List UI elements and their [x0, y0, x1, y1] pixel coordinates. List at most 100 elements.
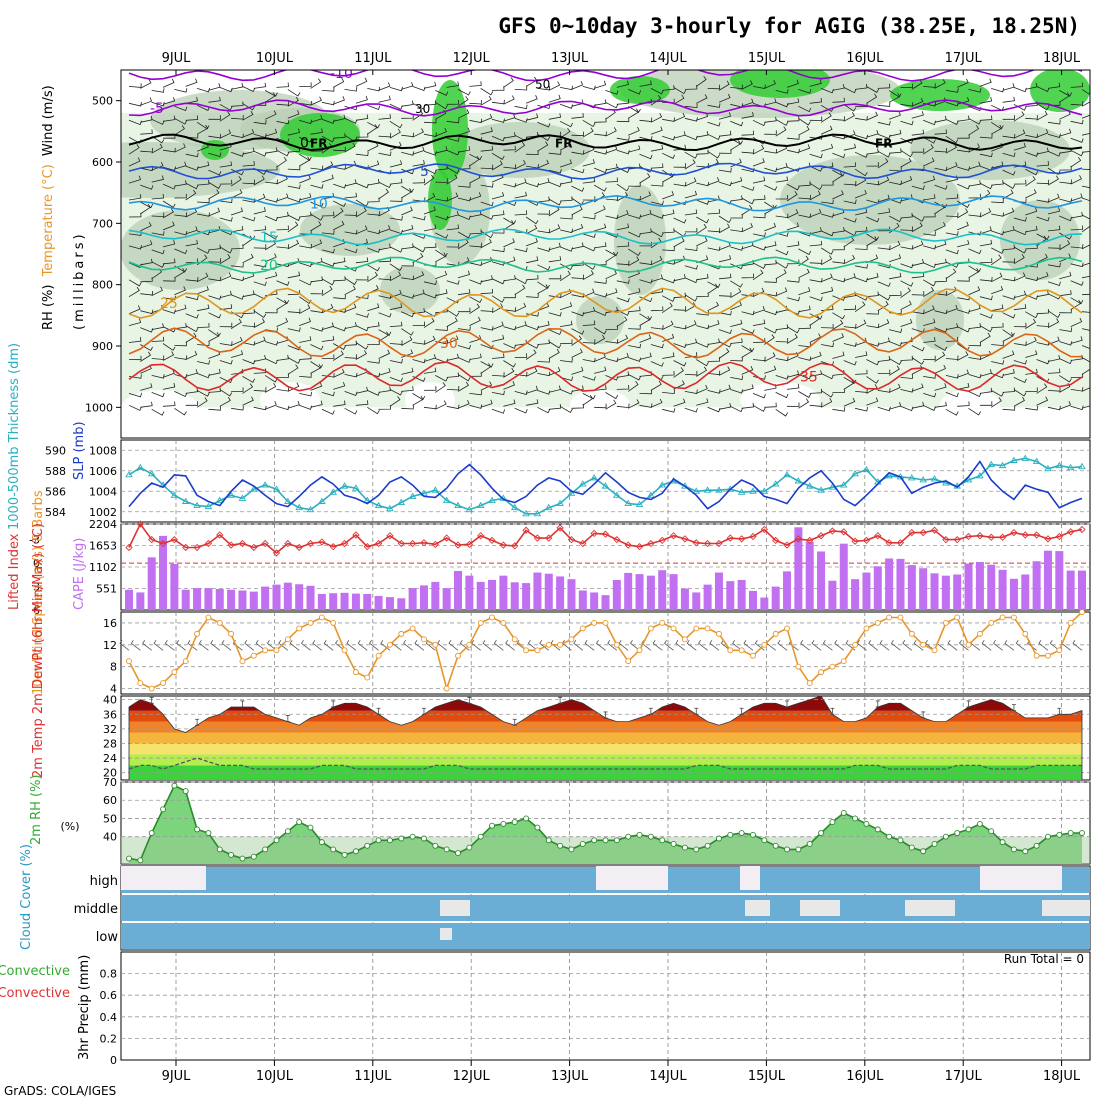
temp-minmax-marker: [149, 696, 154, 704]
rh2m-point: [421, 835, 427, 842]
wind-barb: [174, 323, 187, 329]
wind-barb: [605, 306, 618, 314]
wind-barb: [968, 267, 980, 279]
wind-barb: [128, 392, 142, 398]
wind-barb: [696, 292, 709, 298]
cape-bar: [1055, 551, 1064, 610]
wind-barb: [934, 258, 947, 266]
wind-barb: [231, 101, 244, 107]
wind-barb: [276, 119, 290, 125]
wind-barb: [855, 245, 868, 250]
temp-minmax-marker: [966, 700, 971, 708]
top-day-label: 10JUL: [256, 51, 294, 66]
wind-barb: [798, 305, 811, 313]
wind-barb: [389, 389, 403, 396]
surface-wind-barb: [289, 640, 300, 651]
wind-barb: [378, 405, 392, 410]
wind-barb: [707, 84, 720, 90]
wind-barb: [389, 271, 402, 282]
wind-barb: [1059, 327, 1073, 332]
wind-barb: [276, 193, 289, 202]
wind-barb: [310, 363, 322, 374]
isotherm-line: [128, 194, 1083, 213]
wind-barb: [718, 223, 730, 234]
wind-barb: [843, 377, 857, 384]
rh2m-point: [557, 842, 564, 849]
rh-dry-area: [405, 382, 455, 418]
wind-speed-point: [455, 652, 461, 659]
wind-barb: [684, 246, 698, 251]
wind-barb: [389, 246, 403, 253]
thickness-point: [749, 487, 757, 494]
wind-barb: [696, 398, 709, 406]
wind-barb: [355, 350, 367, 360]
wind-barb: [128, 337, 142, 343]
wind-barb: [991, 179, 1004, 186]
wind-barb: [197, 179, 210, 186]
wind-speed-point: [148, 685, 155, 692]
rh2m-point: [750, 831, 756, 838]
lifted-index-point: [703, 539, 712, 548]
wind-barb: [741, 185, 755, 191]
wind-barb: [378, 225, 391, 234]
wind-barb: [457, 344, 471, 350]
wind-barb: [628, 214, 642, 220]
wind-barb: [786, 209, 799, 219]
wind-barb: [140, 240, 153, 249]
wind-barb: [957, 115, 970, 122]
wind-barb: [1081, 151, 1090, 153]
bottom-day-label: 12JUL: [453, 1069, 491, 1084]
wind-barb: [491, 247, 505, 253]
surface-wind-barb: [618, 640, 629, 651]
wind-barb: [718, 112, 731, 120]
wind-barb: [1070, 101, 1084, 106]
wind-barb: [378, 114, 391, 120]
wind-barb: [979, 239, 993, 247]
wind-barb: [923, 136, 936, 144]
wind-barb: [446, 335, 459, 344]
wind-barb: [310, 78, 322, 89]
wind-barb: [264, 198, 278, 203]
wind-barb: [786, 135, 800, 140]
wind-barb: [991, 272, 1003, 283]
thickness-point: [647, 491, 655, 498]
rh-gray-area: [121, 142, 280, 198]
wind-barb: [866, 376, 879, 384]
thickness-point: [1032, 457, 1041, 464]
wind-barb: [1002, 295, 1016, 300]
wind-barb: [219, 272, 232, 282]
wind-barb: [594, 385, 607, 391]
wind-barb: [741, 112, 754, 119]
wind-barb: [1081, 405, 1090, 409]
wind-barb: [514, 321, 527, 329]
wind-barb: [230, 350, 244, 358]
wind-barb: [741, 402, 755, 409]
rh2m-point: [636, 831, 643, 838]
upper-wind-barbs: [128, 76, 1090, 417]
wind-barb: [843, 360, 857, 366]
wind-barb: [264, 375, 278, 383]
wind-barb: [786, 383, 800, 390]
surface-wind-barb: [584, 640, 595, 651]
rh-gray-area: [380, 266, 440, 314]
wind-barb: [934, 97, 947, 106]
wind-barb: [423, 335, 436, 345]
wind-barb: [1070, 82, 1084, 88]
wind-barb: [457, 109, 470, 119]
lifted-index-point: [454, 541, 462, 549]
wind-barb: [1036, 308, 1050, 315]
slp-panel-frame: [120, 439, 1091, 523]
thickness-point: [839, 481, 848, 488]
cape-bar: [340, 592, 349, 610]
wind-barb: [321, 354, 335, 359]
rh2m-point: [784, 846, 790, 853]
wind-barb: [503, 132, 516, 139]
cape-bar: [828, 580, 837, 610]
wind-barb: [1059, 341, 1073, 346]
wind-ytick-label: 4: [110, 683, 117, 696]
wind-barb: [911, 365, 923, 375]
wind-barb: [491, 152, 505, 160]
cape-bar: [851, 579, 860, 610]
wind-barb: [276, 156, 287, 168]
wind-barb: [196, 247, 210, 254]
